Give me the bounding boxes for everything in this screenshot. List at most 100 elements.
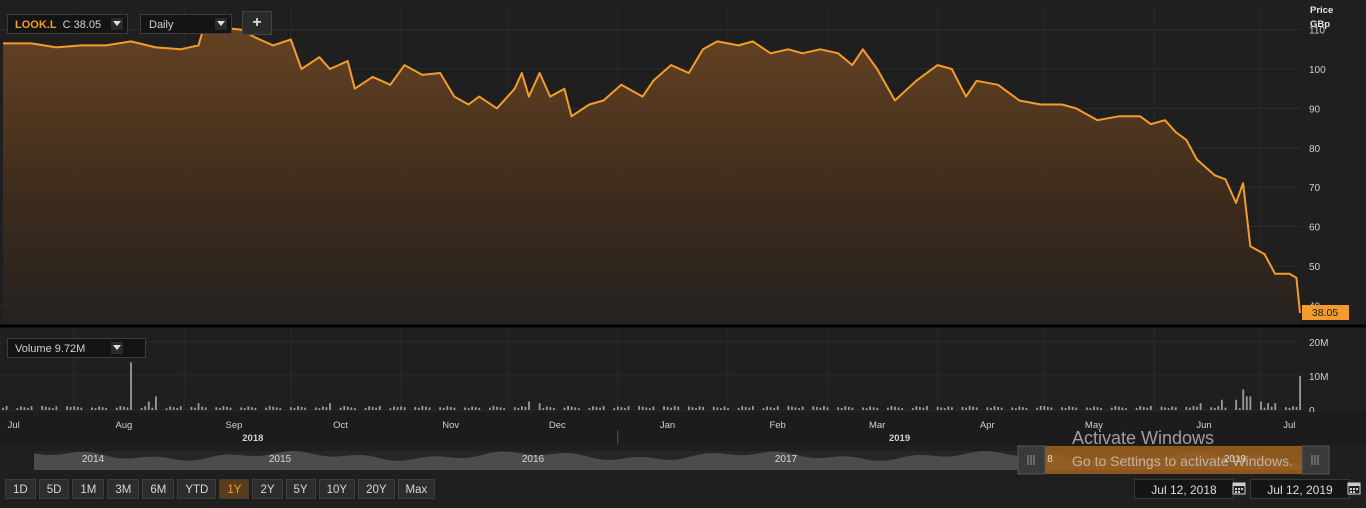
navigator[interactable]: 2014 2015 2016 2017 2019 8 — [34, 445, 1330, 475]
volume-bar — [499, 407, 502, 410]
volume-bar — [1221, 399, 1223, 410]
volume-bar — [464, 407, 466, 410]
volume-value: 9.72M — [54, 343, 86, 355]
volume-bar — [1167, 408, 1170, 410]
volume-bar — [574, 407, 577, 410]
volume-bar — [773, 407, 776, 410]
time-axis: Jul Aug Sep Oct Nov Dec Jan Feb Mar Apr May Jun Jul 2… — [8, 420, 1295, 444]
calendar-icon[interactable] — [1347, 481, 1361, 495]
period-button-1y[interactable]: 1Y — [219, 479, 250, 499]
period-button-ytd[interactable]: YTD — [177, 479, 217, 499]
volume-bar — [1160, 406, 1163, 410]
volume-bar — [716, 407, 719, 410]
volume-bar — [691, 407, 694, 410]
period-button-5d[interactable]: 5D — [38, 479, 70, 499]
volume-bar — [350, 407, 353, 410]
volume-bar — [247, 406, 250, 410]
volume-bar — [1146, 407, 1149, 410]
volume-bar — [911, 407, 914, 410]
volume-bar — [201, 406, 203, 410]
navigator-left-handle[interactable] — [1017, 445, 1046, 475]
volume-bar — [325, 407, 328, 410]
period-button-20y[interactable]: 20Y — [358, 479, 395, 499]
volume-bar — [27, 407, 29, 410]
volume-bar — [545, 406, 548, 410]
volume-bar — [926, 405, 928, 410]
volume-selector[interactable]: Volume 9.72M — [7, 338, 146, 358]
volume-bar — [1249, 396, 1252, 410]
volume-bar — [314, 407, 317, 410]
price-series-line — [3, 20, 1301, 314]
volume-bar — [1100, 407, 1103, 410]
period-button-2y[interactable]: 2Y — [252, 479, 283, 499]
volume-bar — [396, 407, 399, 410]
volume-bar — [840, 407, 843, 410]
chevron-down-icon[interactable] — [111, 18, 123, 30]
month-tick-label: Aug — [115, 420, 132, 431]
volume-bar — [1142, 406, 1145, 410]
volume-bar — [417, 407, 420, 410]
add-indicator-button[interactable]: + — [242, 11, 272, 35]
period-button-3m[interactable]: 3M — [107, 479, 140, 499]
volume-bar — [1000, 407, 1003, 410]
period-button-10y[interactable]: 10Y — [318, 479, 356, 499]
volume-bar — [620, 407, 623, 410]
price-tick-label: 60 — [1309, 223, 1321, 234]
volume-bar — [1068, 406, 1071, 410]
volume-bar — [869, 406, 872, 410]
volume-bar — [1014, 408, 1017, 410]
volume-bar — [521, 406, 523, 410]
volume-bar — [918, 406, 921, 410]
volume-bar — [1075, 407, 1078, 410]
volume-bar — [1192, 405, 1195, 410]
month-tick-label: May — [1085, 420, 1103, 431]
volume-bar — [119, 405, 122, 410]
navigator-selection[interactable] — [1020, 446, 1302, 474]
volume-bar — [290, 407, 292, 410]
volume-bar — [695, 407, 697, 410]
volume-bar — [663, 406, 665, 410]
navigator-history-shape — [34, 451, 1329, 470]
period-button-max[interactable]: Max — [397, 479, 436, 499]
volume-bar — [670, 407, 673, 410]
interval-selector[interactable]: Daily — [140, 14, 232, 34]
volume-bar — [997, 406, 999, 410]
volume-bar — [105, 407, 108, 410]
volume-bar — [453, 407, 456, 410]
time-axis-band — [0, 412, 1366, 445]
period-button-5y[interactable]: 5Y — [285, 479, 316, 499]
volume-tick-label: 10M — [1309, 372, 1328, 383]
price-tick-label: 90 — [1309, 104, 1321, 115]
period-button-1d[interactable]: 1D — [5, 479, 36, 499]
symbol-selector[interactable]: LOOK.L C 38.05 — [7, 14, 128, 34]
volume-bar — [577, 408, 580, 410]
volume-bar — [748, 407, 751, 410]
close-prefix: C — [62, 19, 71, 31]
volume-bar — [801, 406, 804, 410]
volume-bar — [94, 408, 97, 410]
month-tick-label: Sep — [226, 420, 243, 431]
volume-bar — [1288, 407, 1291, 410]
calendar-icon[interactable] — [1232, 481, 1246, 495]
volume-bar — [474, 407, 477, 410]
volume-bar — [744, 406, 747, 410]
period-button-6m[interactable]: 6M — [142, 479, 175, 499]
volume-bar — [766, 406, 768, 410]
date-from-field[interactable]: Jul 12, 2018 — [1134, 479, 1234, 499]
volume-bar — [123, 406, 125, 410]
chevron-down-icon[interactable] — [215, 18, 227, 30]
volume-bar — [1295, 406, 1298, 410]
volume-bar — [1050, 407, 1053, 410]
period-buttons: 1D 5D 1M 3M 6M YTD 1Y 2Y 5Y 10Y 20Y Max — [5, 479, 436, 499]
navigator-year-label: 2014 — [82, 454, 105, 465]
volume-bar — [375, 407, 378, 410]
volume-bar — [823, 405, 825, 410]
date-to-field[interactable]: Jul 12, 2019 — [1250, 479, 1350, 499]
period-button-1m[interactable]: 1M — [72, 479, 105, 499]
chevron-down-icon[interactable] — [111, 342, 123, 354]
volume-bar — [1011, 407, 1014, 410]
volume-bar — [147, 401, 150, 410]
volume-bar — [727, 408, 729, 410]
volume-bar — [44, 406, 47, 410]
